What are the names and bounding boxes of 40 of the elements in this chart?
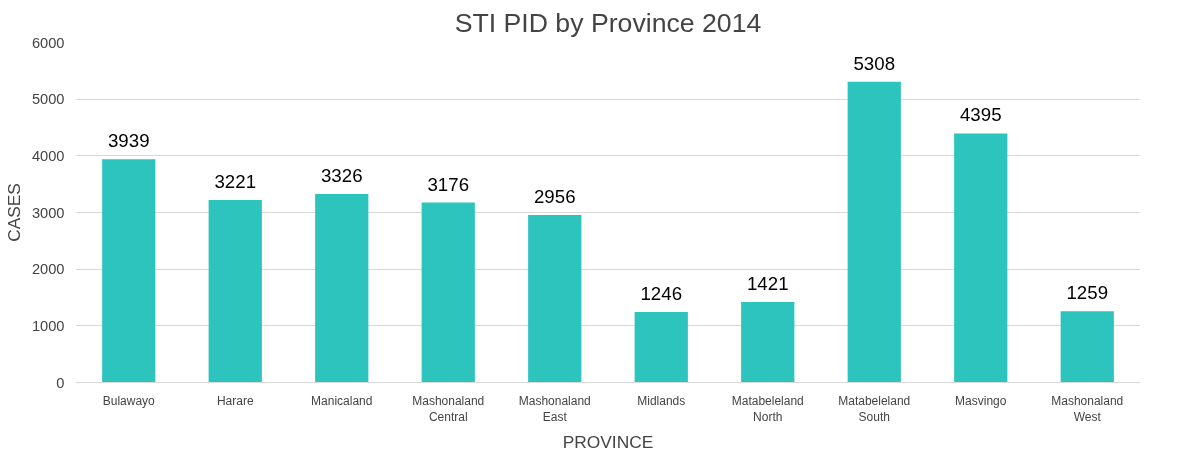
data-label: 1246 [640,282,683,304]
y-tick-label: 6000 [31,34,65,51]
bar [847,81,901,383]
x-tick-label: Manicaland [311,393,373,408]
x-tick-label: Matabeleland South [838,393,911,425]
bar [208,199,262,383]
bar [1060,311,1114,383]
bar [954,133,1008,383]
y-tick-label: 1000 [31,317,65,334]
bar [315,194,369,383]
x-tick-label: Midlands [637,393,686,408]
data-label: 1421 [747,272,789,294]
data-label: 2956 [534,185,576,207]
data-label: 3939 [108,130,150,152]
x-tick-label: Matabeleland North [731,393,804,425]
x-tick-label: Bulawayo [102,393,156,408]
bar [741,301,795,383]
bar [421,202,475,383]
x-tick-label: Mashonaland West [1051,393,1124,425]
x-tick-label: Masvingo [955,393,1007,408]
x-tick-label: Mashonaland Central [412,393,485,425]
y-tick-label: 0 [56,374,65,391]
bar [528,214,582,383]
chart-title: STI PID by Province 2014 [454,7,762,38]
data-label: 4395 [960,104,1002,126]
x-axis-title: PROVINCE [562,432,654,453]
x-tick-label: Harare [216,393,254,408]
y-tick-label: 2000 [31,261,65,278]
y-tick-label: 4000 [31,147,65,164]
bar [102,159,156,383]
y-tick-label: 5000 [31,91,65,108]
y-tick-label: 3000 [31,204,65,221]
data-label: 3326 [321,165,363,187]
data-label: 1259 [1066,282,1109,304]
data-label: 5308 [853,52,896,74]
y-axis-title: CASES [3,183,24,242]
bar [634,311,688,383]
data-label: 3176 [427,173,470,195]
data-label: 3221 [214,170,257,192]
x-tick-label: Mashonaland East [518,393,591,425]
